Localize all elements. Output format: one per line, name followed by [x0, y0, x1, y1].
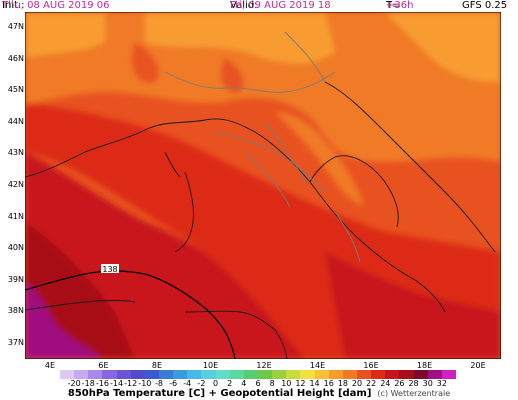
colorbar-tick-label: 32 — [436, 379, 447, 388]
colorbar-segment — [201, 370, 217, 379]
colorbar-tick-label: -12 — [124, 379, 138, 388]
borders — [164, 31, 361, 263]
latitude-label: 46N — [7, 53, 24, 63]
colorbar-tick-label: 28 — [408, 379, 419, 388]
latitude-label: 47N — [7, 22, 24, 31]
map-caption: 850hPa Temperature [C] + Geopotential He… — [0, 388, 518, 400]
colorbar-tick-label: 4 — [241, 379, 247, 388]
longitude-label: 4E — [44, 361, 56, 370]
colorbar-segment — [371, 370, 386, 379]
colorbar-tick-label: -14 — [110, 379, 124, 388]
colorbar-segment — [314, 370, 330, 379]
latitude-label: 43N — [7, 148, 24, 158]
longitude-label: 6E — [98, 361, 109, 370]
colorbar-segment — [441, 370, 457, 379]
colorbar-segment — [215, 370, 231, 379]
colorbar-segment — [272, 370, 287, 379]
longitude-label: 18E — [416, 361, 433, 370]
colorbar-segment — [357, 370, 372, 379]
colorbar-tick-label: 22 — [366, 379, 377, 388]
map-header: Init.: Thu, 08 AUG 2019 06 Valid: Fri, 09 … — [2, 0, 508, 11]
longitude-label: 16E — [363, 361, 379, 370]
colorbar-tick-label: 12 — [295, 379, 306, 388]
colorbar-segment — [130, 370, 146, 379]
map-canvas: 138 — [25, 12, 501, 359]
longitude-label: 8E — [151, 361, 163, 370]
colorbar-tick-label: 2 — [227, 379, 233, 388]
source-credit: (c) Wetterzentrale — [377, 389, 451, 398]
geopotential-contour — [25, 270, 236, 359]
colorbar-segment — [342, 370, 358, 379]
colorbar-segment — [60, 370, 75, 379]
colorbar-tick-label: 14 — [309, 379, 320, 388]
model-label: GFS 0.25 — [462, 0, 508, 11]
colorbar-segment — [328, 370, 344, 379]
longitude-label: 14E — [309, 361, 326, 370]
caption-text: 850hPa Temperature [C] + Geopotential He… — [67, 388, 372, 399]
longitude-label: 12E — [256, 361, 272, 370]
colorbar-tick-label: -4 — [183, 379, 192, 388]
colorbar-tick-label: 10 — [281, 379, 292, 388]
colorbar-tick-label: -8 — [155, 379, 163, 388]
colorbar-segment — [427, 370, 443, 379]
colorbar-segment — [385, 370, 400, 379]
colorbar-tick-label: 24 — [380, 379, 391, 388]
colorbar-segment — [187, 370, 202, 379]
colorbar-tick-label: -20 — [67, 379, 81, 388]
latitude-label: 41N — [7, 211, 24, 221]
colorbar-segment — [88, 370, 103, 379]
colorbar-segment — [258, 370, 273, 379]
colorbar-segment — [300, 370, 316, 379]
colorbar-tick-label: 30 — [422, 379, 433, 388]
longitude-label: 20E — [470, 361, 486, 370]
colorbar-tick-label: 26 — [394, 379, 405, 388]
latitude-label: 45N — [7, 85, 24, 95]
colorbar-tick-label: -6 — [169, 379, 178, 388]
temperature-field — [25, 12, 501, 359]
colorbar — [60, 370, 457, 379]
colorbar-segment — [173, 370, 188, 379]
colorbar-segment — [399, 370, 415, 379]
colorbar-segment — [144, 370, 160, 379]
colorbar-segment — [413, 370, 429, 379]
colorbar-tick-label: -18 — [81, 379, 95, 388]
colorbar-segment — [102, 370, 118, 379]
colorbar-tick-label: 20 — [351, 379, 363, 388]
temperature-map: 138 — [25, 12, 501, 359]
colorbar-tick-label: -2 — [197, 379, 206, 388]
colorbar-segment — [229, 370, 245, 379]
latitude-label: 42N — [7, 180, 24, 189]
colorbar-tick-label: 18 — [337, 379, 348, 388]
longitude-label: 10E — [202, 361, 219, 370]
latitude-label: 40N — [7, 243, 24, 253]
colorbar-segment — [243, 370, 259, 379]
colorbar-segment — [159, 370, 174, 379]
colorbar-tick-label: 0 — [213, 379, 219, 388]
colorbar-tick-label: 6 — [255, 379, 261, 388]
latitude-label: 37N — [7, 338, 24, 347]
colorbar-tick-label: 8 — [269, 379, 275, 388]
coastlines — [25, 81, 496, 359]
latitude-label: 44N — [7, 116, 24, 126]
colorbar-tick-label: -16 — [95, 379, 109, 388]
colorbar-tick-label: 16 — [323, 379, 334, 388]
contour-label: 138 — [102, 265, 117, 274]
colorbar-segment — [116, 370, 132, 379]
colorbar-segment — [286, 370, 301, 379]
contour-label-box — [101, 264, 119, 273]
latitude-label: 39N — [7, 274, 24, 284]
latitude-label: 38N — [7, 306, 24, 316]
colorbar-tick-label: -10 — [138, 379, 152, 388]
colorbar-segment — [74, 370, 89, 379]
